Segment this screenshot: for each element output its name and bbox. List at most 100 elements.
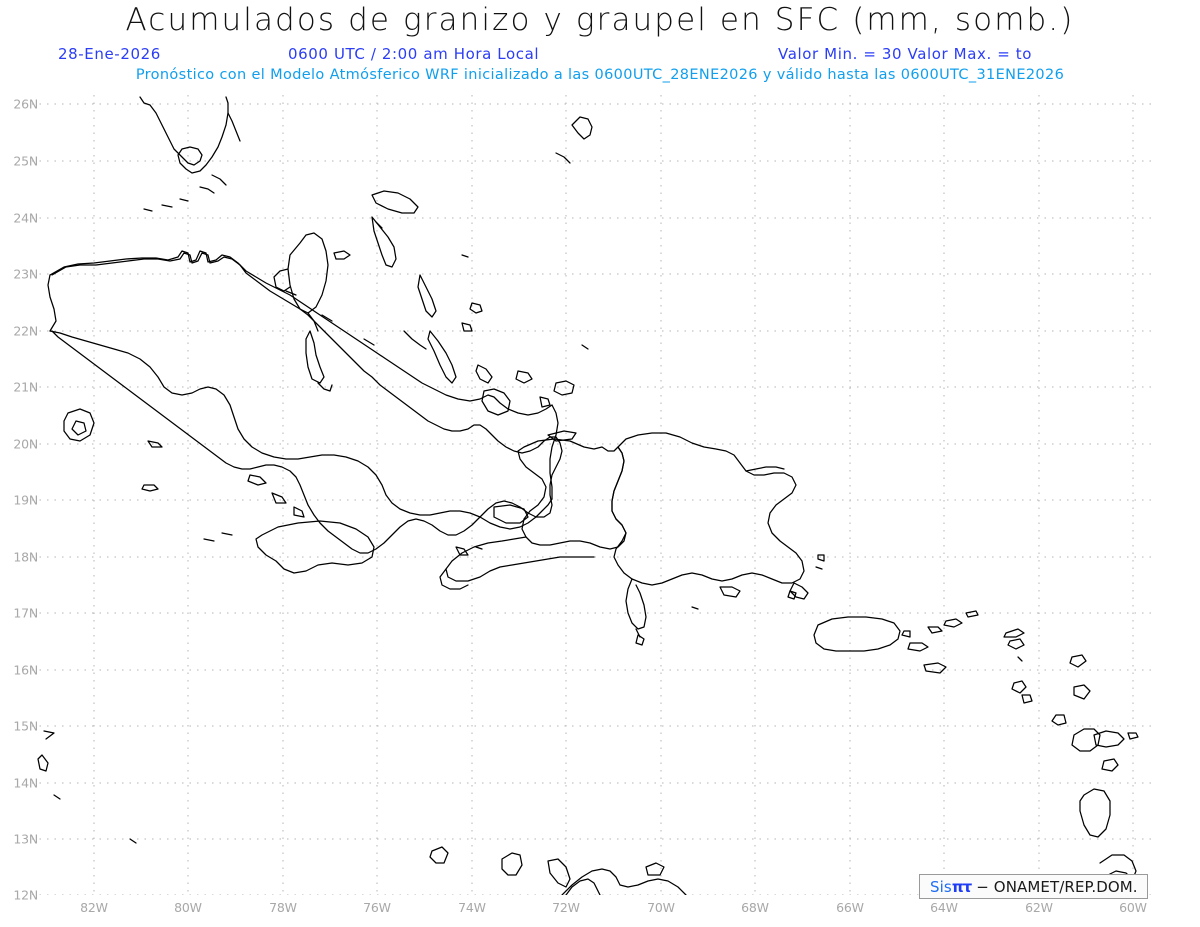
x-tick-74w: 74W [458, 900, 486, 915]
coast-st-kitts [1011, 680, 1027, 694]
coast-guadeloupe-a [1071, 728, 1101, 752]
coast-cayman [141, 484, 159, 492]
coast-cay-north-1 [285, 290, 297, 296]
coast-keys-c [179, 198, 189, 202]
coast-inagua [481, 388, 511, 416]
coast-dr-south-peninsula [625, 578, 647, 630]
coast-new-providence [333, 250, 351, 260]
coast-keys-a [211, 174, 227, 186]
coast-small-cay-1 [581, 344, 589, 350]
coast-florida [139, 96, 229, 174]
coast-keys-b [199, 186, 215, 194]
coast-cay-south-4 [293, 506, 305, 518]
x-tick-82w: 82W [80, 900, 108, 915]
coast-dr-se-tip [789, 582, 809, 600]
coast-sw-arrow [43, 730, 55, 740]
coast-cay-south-6 [203, 538, 215, 542]
coast-venezuela [561, 868, 687, 895]
attribution-box: Sis πτ − ONAMET/REP.DOM. [919, 874, 1148, 899]
coast-dominica [1079, 788, 1111, 838]
coast-grand-bahama [371, 190, 419, 214]
coast-sw-dots-2 [37, 754, 49, 772]
coast-cay-north-3 [363, 338, 375, 346]
value-range-readout: Valor Min. = 30 Valor Max. = to [778, 45, 1033, 63]
coast-dominican [611, 432, 805, 586]
coast-antigua [1073, 684, 1091, 700]
coast-montserrat [1051, 714, 1067, 726]
x-tick-80w: 80W [174, 900, 202, 915]
coast-cat-island [417, 274, 437, 318]
map-plot-area [32, 95, 1157, 895]
coast-tortue [547, 430, 577, 442]
coast-vieques [907, 642, 929, 652]
coast-tortola [943, 618, 963, 628]
y-tick-23n: 23N [13, 266, 38, 282]
coast-keys-e [143, 208, 153, 212]
coast-rum-cay [461, 322, 473, 332]
coast-cay-south-1 [147, 440, 163, 448]
coast-cay-south-5 [221, 532, 233, 536]
page-title: Acumulados de granizo y graupel en SFC (… [125, 2, 1075, 38]
coast-anegada [965, 610, 979, 618]
coast-bonaire [547, 858, 571, 888]
pi-symbol-icon: πτ [951, 877, 972, 896]
coast-andros-s3 [317, 382, 333, 392]
coast-navassa [475, 546, 483, 550]
y-tick-21n: 21N [13, 379, 38, 395]
y-tick-24n: 24N [13, 210, 38, 226]
map-canvas [32, 95, 1157, 895]
coast-sw-islet [129, 838, 137, 844]
x-tick-78w: 78W [269, 900, 297, 915]
coast-sw-dots-1 [53, 794, 61, 800]
y-tick-13n: 13N [13, 831, 38, 847]
coast-mayaguana [515, 370, 533, 384]
y-tick-12n: 12N [13, 887, 38, 903]
coast-catalina [635, 634, 645, 646]
coast-nevis [1021, 694, 1033, 704]
agency-label: − ONAMET/REP.DOM. [976, 877, 1138, 896]
coast-juventud [63, 408, 95, 442]
coast-anguilla [1003, 628, 1025, 638]
coast-florida-keys [227, 112, 241, 142]
coast-andros-w [273, 268, 291, 292]
coast-jamaica [255, 520, 375, 574]
coast-gonave [493, 504, 529, 524]
model-subtitle: Pronóstico con el Modelo Atmósferico WRF… [135, 67, 1065, 83]
coast-curacao [501, 852, 523, 876]
coast-marie-galante [1101, 758, 1119, 772]
coast-aruba [429, 846, 449, 864]
coast-eleuthera [371, 216, 397, 268]
forecast-time: 0600 UTC / 2:00 am Hora Local [288, 45, 540, 63]
coast-abaco [571, 116, 593, 140]
coast-bahama-nw [555, 152, 571, 164]
coast-st-martin [1007, 638, 1025, 650]
coast-guadeloupe-b [1093, 730, 1125, 748]
coast-cay-south-2 [247, 474, 267, 486]
coast-cuba-east [549, 404, 559, 500]
y-tick-17n: 17N [13, 605, 38, 621]
x-tick-60w: 60W [1119, 900, 1147, 915]
coast-dr-ne-bay [745, 466, 785, 472]
coast-long-island-n [403, 330, 427, 350]
coast-long-island [427, 330, 457, 384]
x-tick-72w: 72W [552, 900, 580, 915]
coast-guadeloupe-c [1127, 732, 1139, 740]
coast-cay-north-2 [321, 314, 333, 322]
x-tick-62w: 62W [1025, 900, 1053, 915]
coast-misc-2 [815, 566, 823, 570]
coast-mona [787, 590, 797, 600]
coast-caicos [553, 380, 575, 396]
x-tick-66w: 66W [836, 900, 864, 915]
coast-san-salvador [469, 302, 483, 314]
coast-haiti-sw2 [439, 568, 469, 590]
coast-saba [1017, 656, 1023, 662]
coast-cuba-south [49, 330, 553, 530]
coast-andros [287, 232, 329, 314]
coast-beata [635, 628, 641, 638]
y-tick-18n: 18N [13, 549, 38, 565]
coast-haiti [517, 438, 627, 550]
map-gridlines [32, 95, 1157, 895]
coast-cuba-north [49, 250, 553, 416]
coast-barbuda [1069, 654, 1087, 668]
